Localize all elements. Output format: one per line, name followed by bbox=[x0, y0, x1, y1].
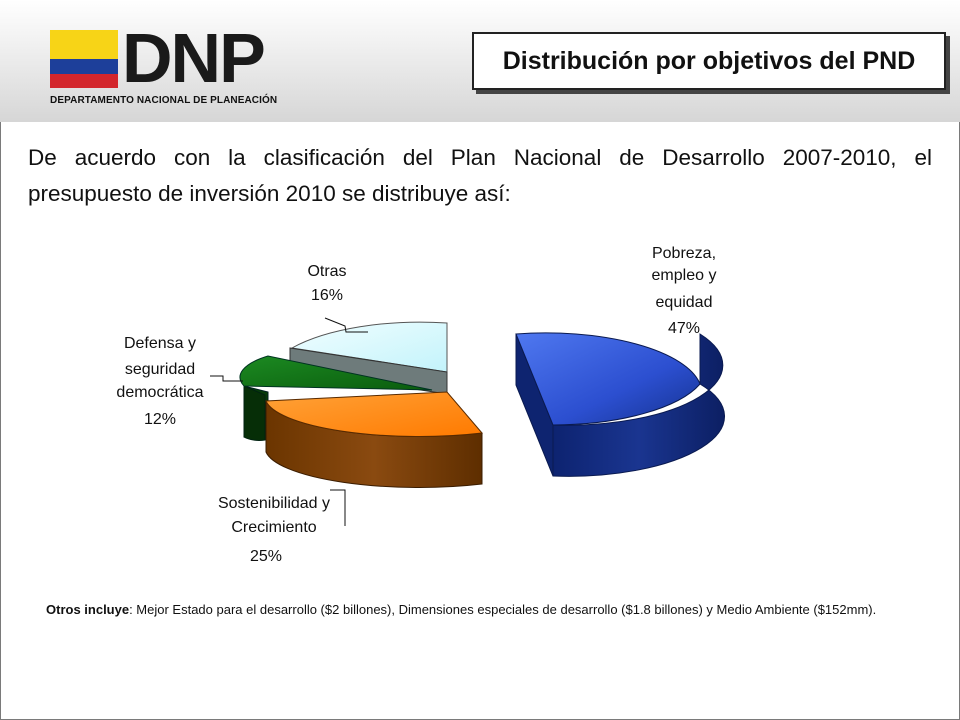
label-pobreza-line3: equidad bbox=[656, 294, 713, 311]
footnote: Otros incluye: Mejor Estado para el desa… bbox=[46, 600, 926, 619]
title-box: Distribución por objetivos del PND bbox=[472, 32, 946, 90]
logo-subtitle: DEPARTAMENTO NACIONAL DE PLANEACIÓN bbox=[50, 95, 278, 106]
label-otras-line1: Otras bbox=[307, 263, 346, 280]
label-defensa-line2: seguridad bbox=[125, 361, 195, 378]
label-defensa-line1: Defensa y bbox=[124, 335, 196, 352]
colombia-flag-icon bbox=[50, 30, 118, 88]
label-otras-percent: 16% bbox=[311, 287, 343, 304]
label-sostenibilidad-line2: Crecimiento bbox=[231, 519, 316, 536]
label-defensa: Defensa y seguridad democrática 12% bbox=[116, 335, 203, 428]
slice-otras bbox=[290, 321, 448, 373]
slice-defensa bbox=[239, 355, 433, 441]
label-pobreza-line2: empleo y bbox=[652, 267, 717, 284]
footnote-bold: Otros incluye bbox=[46, 602, 130, 617]
intro-text: De acuerdo con la clasificación del Plan… bbox=[28, 145, 932, 206]
leader-otras bbox=[324, 317, 368, 333]
leader-defensa bbox=[210, 375, 243, 382]
label-sostenibilidad: Sostenibilidad y Crecimiento 25% bbox=[218, 495, 330, 565]
label-pobreza-line1: Pobreza, bbox=[652, 245, 716, 262]
slice-sostenibilidad bbox=[265, 391, 483, 488]
slice-pobreza bbox=[515, 332, 725, 477]
label-defensa-line3: democrática bbox=[116, 384, 203, 401]
label-pobreza-percent: 47% bbox=[668, 320, 700, 337]
page-title: Distribución por objetivos del PND bbox=[502, 46, 916, 75]
label-otras: Otras 16% bbox=[307, 263, 346, 304]
label-defensa-percent: 12% bbox=[144, 411, 176, 428]
footnote-text: : Mejor Estado para el desarrollo ($2 bi… bbox=[129, 602, 877, 617]
logo-wordmark: DNP bbox=[122, 19, 266, 97]
label-sostenibilidad-line1: Sostenibilidad y bbox=[218, 495, 330, 512]
label-pobreza: Pobreza, empleo y equidad 47% bbox=[652, 245, 717, 337]
dnp-logo: DNP DEPARTAMENTO NACIONAL DE PLANEACIÓN bbox=[46, 19, 306, 110]
leader-sostenibilidad bbox=[330, 489, 346, 526]
label-sostenibilidad-percent: 25% bbox=[250, 548, 282, 565]
